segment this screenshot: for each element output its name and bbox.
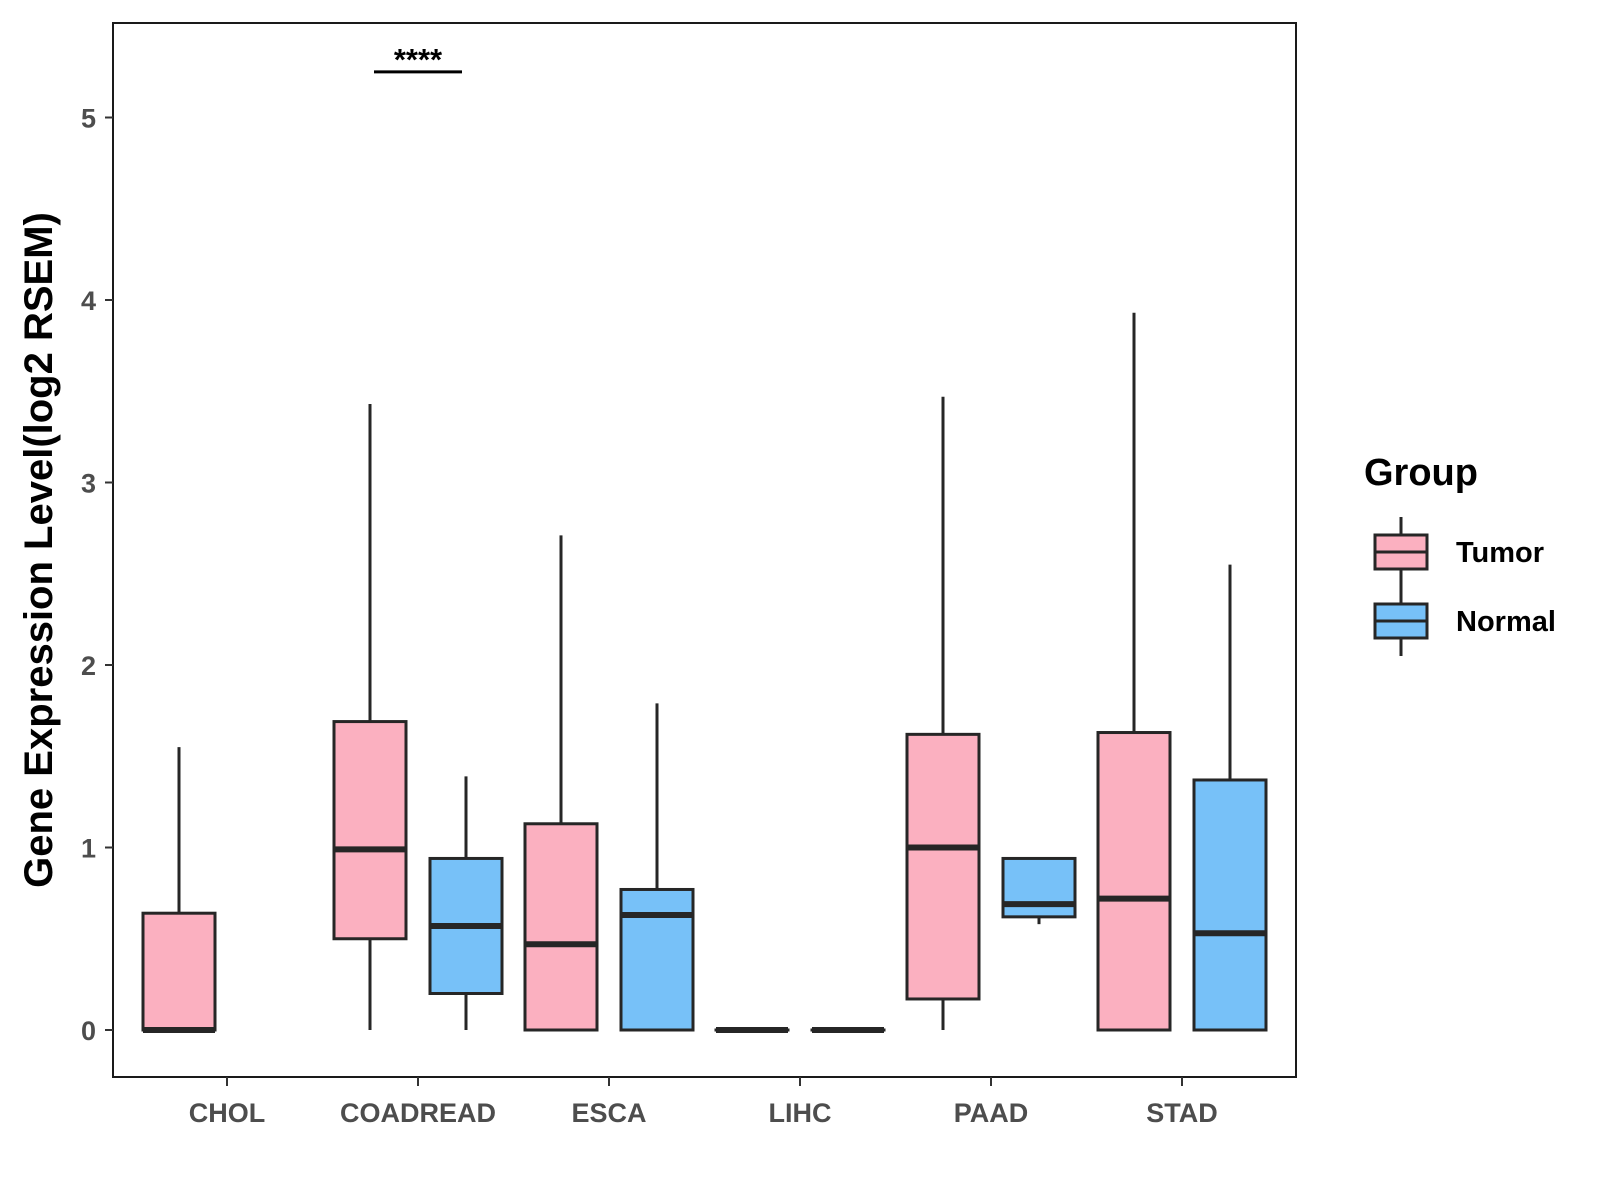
legend-title: Group bbox=[1364, 452, 1478, 494]
box-tumor-stad bbox=[1096, 312, 1172, 1032]
legend: Group Tumor Normal bbox=[1364, 452, 1556, 656]
box-normal-paad bbox=[1001, 856, 1077, 925]
y-tick-label-1: 1 bbox=[81, 834, 96, 864]
x-tick-label-esca: ESCA bbox=[571, 1098, 646, 1128]
legend-key-normal bbox=[1373, 586, 1429, 656]
box-normal-coadread bbox=[428, 776, 504, 1030]
box-body-tumor-stad bbox=[1096, 731, 1172, 1032]
box-normal-esca bbox=[619, 703, 695, 1032]
x-tick-label-chol: CHOL bbox=[189, 1098, 266, 1128]
box-normal-stad bbox=[1192, 564, 1268, 1032]
box-body-tumor-chol bbox=[141, 911, 217, 1032]
y-tick-label-5: 5 bbox=[81, 104, 96, 134]
y-tick-label-2: 2 bbox=[81, 651, 96, 681]
y-tick-label-3: 3 bbox=[81, 469, 96, 499]
box-body-tumor-esca bbox=[523, 822, 599, 1032]
box-body-tumor-coadread bbox=[332, 720, 408, 941]
box-tumor-paad bbox=[905, 396, 981, 1030]
y-tick-label-4: 4 bbox=[81, 286, 96, 316]
box-body-normal-esca bbox=[619, 887, 695, 1032]
legend-key-tumor bbox=[1373, 517, 1429, 587]
x-tick-label-stad: STAD bbox=[1146, 1098, 1218, 1128]
box-tumor-coadread bbox=[332, 404, 408, 1030]
x-tick-label-lihc: LIHC bbox=[769, 1098, 832, 1128]
significance-label-coadread: **** bbox=[394, 42, 443, 77]
y-axis-title: Gene Expression Level(log2 RSEM) bbox=[17, 212, 61, 888]
legend-label-normal: Normal bbox=[1456, 606, 1556, 638]
box-body-tumor-paad bbox=[905, 732, 981, 1001]
box-body-normal-stad bbox=[1192, 778, 1268, 1032]
legend-label-tumor: Tumor bbox=[1456, 537, 1544, 569]
box-tumor-esca bbox=[523, 535, 599, 1032]
box-body-normal-paad bbox=[1001, 856, 1077, 919]
y-tick-label-0: 0 bbox=[81, 1016, 96, 1046]
x-tick-label-coadread: COADREAD bbox=[340, 1098, 496, 1128]
plot-panel-border bbox=[112, 22, 1297, 1078]
box-tumor-chol bbox=[141, 747, 217, 1033]
x-tick-label-paad: PAAD bbox=[954, 1098, 1029, 1128]
